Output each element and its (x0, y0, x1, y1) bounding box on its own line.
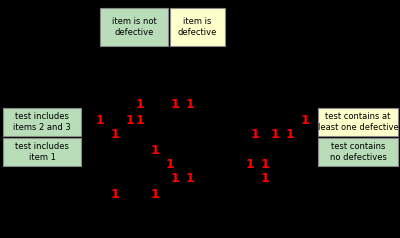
FancyBboxPatch shape (100, 8, 168, 46)
FancyBboxPatch shape (170, 8, 225, 46)
Text: 1: 1 (301, 114, 309, 127)
Text: 1: 1 (111, 129, 119, 142)
Text: 1: 1 (166, 159, 174, 172)
Text: 1: 1 (251, 129, 259, 142)
Text: 1: 1 (136, 99, 144, 111)
Text: test includes
item 1: test includes item 1 (15, 142, 69, 162)
Text: test contains
no defectives: test contains no defectives (330, 142, 386, 162)
Text: 1: 1 (171, 99, 179, 111)
Text: 1: 1 (151, 144, 159, 157)
Text: 1: 1 (151, 188, 159, 202)
Text: 1: 1 (96, 114, 104, 127)
Text: 1: 1 (246, 159, 254, 172)
Text: 1: 1 (261, 159, 269, 172)
Text: 1: 1 (171, 172, 179, 184)
Text: 1: 1 (136, 114, 144, 127)
FancyBboxPatch shape (3, 138, 81, 166)
Text: 1: 1 (271, 129, 279, 142)
Text: 1: 1 (261, 172, 269, 184)
FancyBboxPatch shape (318, 138, 398, 166)
FancyBboxPatch shape (3, 108, 81, 136)
Text: test contains at
least one defective: test contains at least one defective (318, 112, 398, 132)
Text: 1: 1 (286, 129, 294, 142)
Text: test includes
items 2 and 3: test includes items 2 and 3 (13, 112, 71, 132)
Text: 1: 1 (186, 99, 194, 111)
Text: item is not
defective: item is not defective (112, 17, 156, 37)
Text: 1: 1 (126, 114, 134, 127)
Text: 1: 1 (111, 188, 119, 202)
Text: item is
defective: item is defective (178, 17, 217, 37)
FancyBboxPatch shape (318, 108, 398, 136)
Text: 1: 1 (186, 172, 194, 184)
